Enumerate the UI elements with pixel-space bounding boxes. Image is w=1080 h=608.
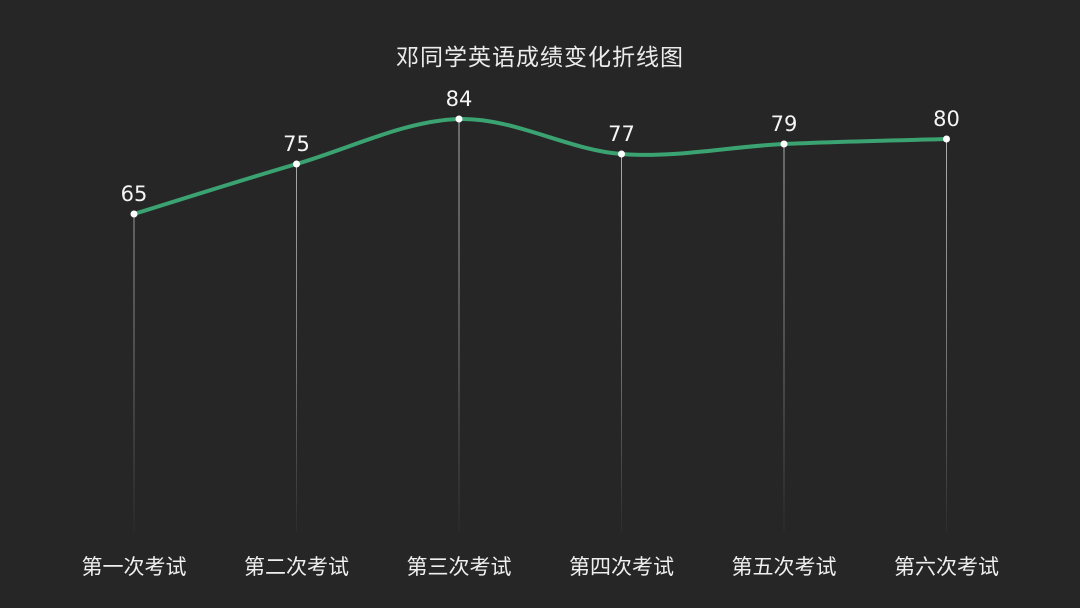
x-axis-label: 第三次考试 (407, 555, 512, 579)
chart-title: 邓同学英语成绩变化折线图 (396, 45, 684, 71)
data-point-marker (780, 140, 788, 148)
data-point-marker (943, 135, 950, 143)
data-point-marker (130, 210, 138, 218)
value-label: 65 (121, 182, 148, 206)
x-axis-label: 第六次考试 (894, 555, 999, 579)
value-label: 79 (771, 112, 798, 136)
value-label: 77 (608, 122, 635, 146)
data-point-marker (293, 160, 300, 168)
x-axis-label: 第四次考试 (569, 555, 674, 579)
score-line (132, 116, 949, 216)
x-axis-label: 第五次考试 (732, 555, 837, 579)
value-label: 75 (283, 132, 310, 156)
value-label: 80 (933, 107, 960, 131)
data-point-marker (455, 115, 463, 123)
value-label: 84 (446, 87, 473, 111)
x-axis-label: 第一次考试 (82, 555, 187, 579)
x-axis-label: 第二次考试 (244, 555, 349, 579)
data-point-marker (618, 150, 625, 158)
